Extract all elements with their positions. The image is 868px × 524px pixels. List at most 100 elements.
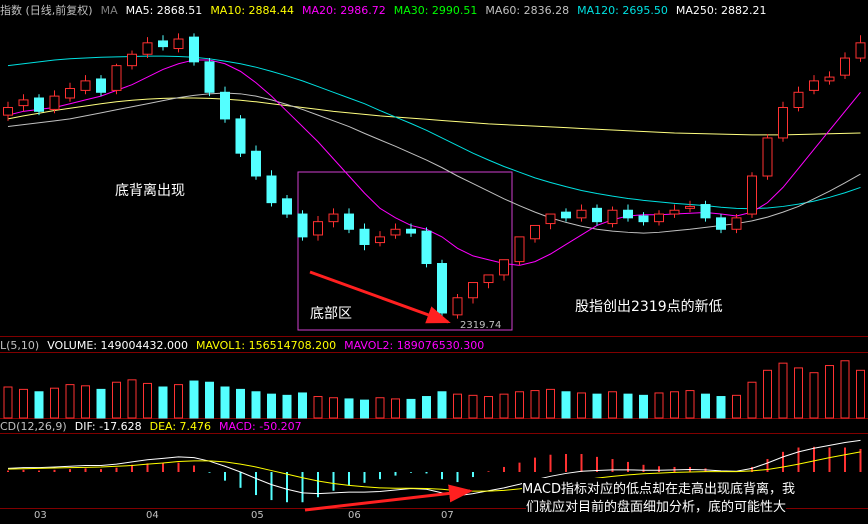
macd-legend: CD(12,26,9) DIF: -17.628 DEA: 7.476 MACD: -… xyxy=(0,418,302,434)
candle-body xyxy=(282,198,292,215)
annotation: 底部区 xyxy=(310,306,352,322)
volume-bar xyxy=(158,386,168,419)
candle-body xyxy=(65,87,75,99)
dea-line xyxy=(7,451,861,492)
volume-bar xyxy=(3,386,13,419)
volume-bar xyxy=(391,398,400,419)
frame xyxy=(0,336,868,509)
ma-line xyxy=(7,55,861,210)
volume-bar xyxy=(794,367,803,419)
volume-bar xyxy=(127,379,137,419)
candle-body xyxy=(390,228,401,236)
candle-body xyxy=(561,211,571,219)
candle-body xyxy=(204,61,215,93)
month-label: 07 xyxy=(441,510,454,521)
volume-bar xyxy=(50,387,59,419)
volume-bar xyxy=(251,391,261,419)
macd-legend-item: MACD: -50.207 xyxy=(219,419,302,433)
candle-body xyxy=(220,91,230,120)
candle-body xyxy=(514,236,525,263)
ma-legend-item: MA10: 2884.44 xyxy=(210,3,295,17)
volume-legend-item: MAVOL2: 189076530.300 xyxy=(344,338,485,352)
candle-body xyxy=(793,91,804,109)
candle-body xyxy=(716,217,726,230)
macd-legend-item: DEA: 7.476 xyxy=(149,419,212,433)
candle-body xyxy=(623,209,633,219)
volume-bar xyxy=(701,393,710,419)
candle-body xyxy=(266,175,277,204)
candle-body xyxy=(607,209,618,225)
volume-bar xyxy=(608,391,617,419)
candle-body xyxy=(127,53,137,67)
volume-bar xyxy=(623,393,633,419)
volume-legend-item: L(5,10) xyxy=(0,338,40,352)
ma-legend-item: MA120: 2695.50 xyxy=(577,3,668,17)
volume-bar xyxy=(329,397,338,419)
price-arrow xyxy=(309,270,451,324)
dif-line xyxy=(7,439,861,497)
candle-body xyxy=(80,80,91,91)
volume-bar xyxy=(267,393,276,419)
ma-legend-item: MA5: 2868.51 xyxy=(125,3,203,17)
candle-body xyxy=(189,36,199,63)
candle-body xyxy=(778,107,788,139)
candle-body xyxy=(421,230,432,265)
volume-bar xyxy=(34,391,44,419)
ma-legend-item: MA20: 2986.72 xyxy=(302,3,386,17)
candle-body xyxy=(824,76,835,82)
volume-bar xyxy=(747,381,757,419)
volume-bar xyxy=(437,391,447,419)
volume-bar xyxy=(530,390,540,419)
ma-legend-item: MA30: 2990.51 xyxy=(393,3,478,17)
ma-line xyxy=(7,97,861,136)
volume-bar xyxy=(406,398,416,419)
macd-legend-item: DIF: -17.628 xyxy=(74,419,142,433)
volume-bar xyxy=(592,393,602,419)
candle-body xyxy=(18,99,29,107)
volume-bar xyxy=(468,394,478,419)
candle-body xyxy=(235,118,246,154)
price-legend: 指数 (日线,前复权) MA MA5: 2868.51 MA10: 2884.44… xyxy=(0,2,767,18)
volume-bar xyxy=(189,380,199,419)
volume-bar xyxy=(763,369,772,419)
candle-body xyxy=(49,95,60,110)
volume-bar xyxy=(716,396,726,419)
candle-body xyxy=(111,65,122,91)
volume-bar xyxy=(19,388,28,419)
volume-bar xyxy=(298,392,307,419)
volume-bar xyxy=(422,396,431,419)
volume-bar xyxy=(685,390,695,419)
candle-body xyxy=(592,207,602,223)
candle-body xyxy=(452,297,463,316)
candle-body xyxy=(158,40,168,48)
candle-body xyxy=(731,217,742,230)
volume-bar xyxy=(282,394,292,419)
month-label: 05 xyxy=(251,510,264,521)
volume-bar xyxy=(453,393,462,419)
title: 指数 (日线,前复权) xyxy=(0,4,93,17)
volume-bar xyxy=(577,392,586,419)
bottom-zone-box xyxy=(297,171,513,331)
candle-body xyxy=(576,209,587,219)
volume-bar xyxy=(174,384,183,419)
volume-bar xyxy=(81,385,90,419)
candle-body xyxy=(685,205,695,209)
volume-bar xyxy=(375,397,385,419)
volume-bar xyxy=(856,369,865,419)
candle-body xyxy=(437,263,447,314)
volume-bar xyxy=(220,386,230,419)
candle-body xyxy=(669,209,680,215)
candle-body xyxy=(375,236,385,244)
candle-body xyxy=(483,274,494,284)
candle-body xyxy=(313,221,323,236)
volume-bar xyxy=(499,393,509,419)
candle-body xyxy=(173,38,184,50)
volume-bar xyxy=(825,365,834,419)
volume-bar xyxy=(143,382,152,419)
volume-bar xyxy=(515,391,524,419)
candle-body xyxy=(328,213,339,223)
annotation: 们就应对目前的盘面细加分析，底的可能性大 xyxy=(526,496,787,515)
month-label: 06 xyxy=(348,510,361,521)
annotation: MACD指标对应的低点却在走高出现底背离，我 xyxy=(522,478,795,497)
